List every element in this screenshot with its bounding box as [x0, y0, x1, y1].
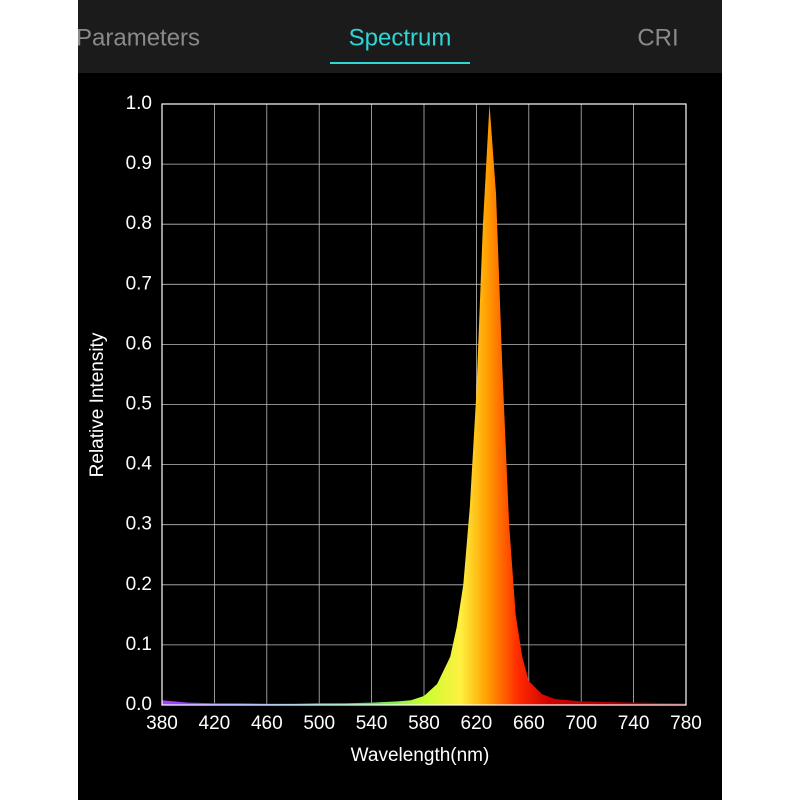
- y-tick-label: 0.0: [126, 694, 152, 715]
- tab-underline: [330, 62, 470, 64]
- x-tick-label: 580: [408, 713, 440, 734]
- y-tick-label: 0.5: [126, 394, 152, 415]
- plot-border: [161, 103, 687, 706]
- tab[interactable]: CRI: [637, 24, 678, 51]
- x-axis-label: Wavelength(nm): [351, 745, 490, 766]
- x-tick-label: 620: [461, 713, 493, 734]
- x-tick-label: 420: [199, 713, 231, 734]
- y-tick-label: 0.8: [126, 213, 152, 234]
- y-tick-label: 1.0: [126, 93, 152, 114]
- y-tick-label: 0.6: [126, 333, 152, 354]
- tab-active[interactable]: Spectrum: [349, 24, 452, 51]
- x-tick-label: 500: [303, 713, 335, 734]
- x-tick-label: 780: [670, 713, 702, 734]
- panel: [78, 0, 722, 800]
- x-tick-label: 540: [356, 713, 388, 734]
- y-tick-label: 0.3: [126, 514, 152, 535]
- y-axis-label: Relative Intensity: [87, 332, 108, 477]
- x-tick-label: 700: [565, 713, 597, 734]
- chart: 0.0 0.1 0.2 0.3 0.4 0.5 0.6 0.7 0.8 0.9 1.0 380 420 4…: [126, 93, 702, 734]
- y-tick-label: 0.1: [126, 634, 152, 655]
- y-tick-label: 0.4: [126, 454, 153, 475]
- y-tick-label: 0.2: [126, 574, 152, 595]
- x-tick-label: 660: [513, 713, 545, 734]
- x-tick-label: 380: [146, 713, 178, 734]
- tab-bar: [78, 0, 722, 73]
- y-tick-label: 0.7: [126, 273, 152, 294]
- tab[interactable]: Parameters: [76, 24, 200, 51]
- y-tick-label: 0.9: [126, 153, 152, 174]
- x-tick-label: 460: [251, 713, 283, 734]
- x-tick-label: 740: [618, 713, 650, 734]
